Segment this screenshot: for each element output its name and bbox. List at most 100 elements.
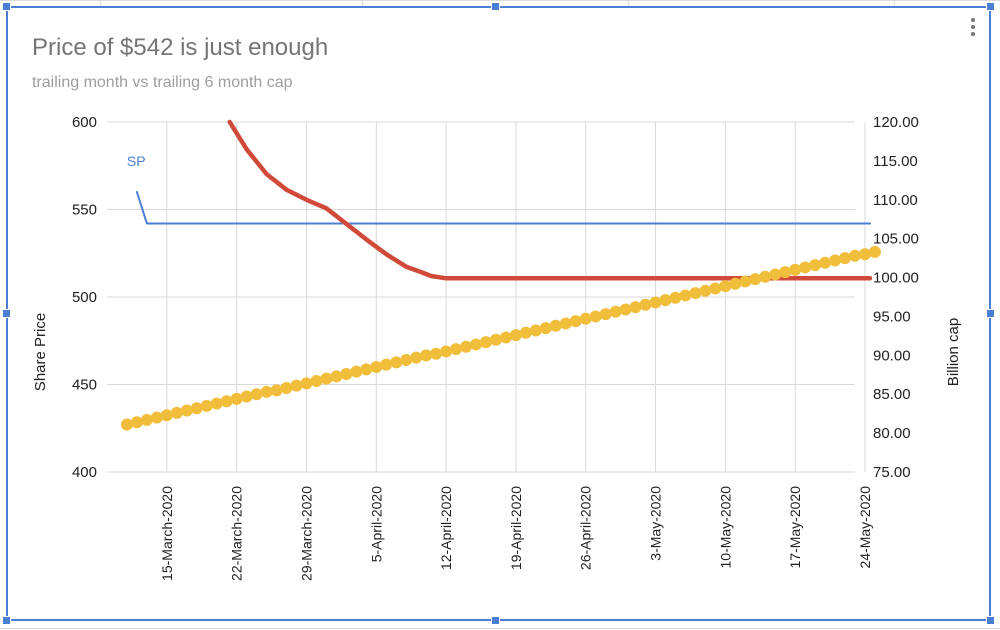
data-point — [509, 329, 522, 342]
data-point — [709, 282, 722, 295]
data-point — [370, 361, 383, 373]
data-point — [858, 248, 871, 261]
data-point — [749, 273, 762, 286]
series-line-trailing-6-month-cap — [227, 119, 873, 281]
resize-handle-top-center[interactable] — [491, 2, 500, 11]
y2-tick-label: 110.00 — [873, 192, 918, 209]
data-point — [839, 252, 852, 265]
resize-handle-middle-right[interactable] — [986, 309, 995, 318]
data-point — [809, 259, 822, 272]
data-point — [569, 315, 582, 328]
data-point — [559, 317, 572, 330]
data-point — [270, 384, 283, 397]
y2-tick-label: 105.00 — [873, 231, 919, 248]
data-point — [529, 324, 542, 337]
data-point — [330, 370, 343, 383]
data-point — [729, 277, 742, 290]
data-point — [868, 245, 881, 258]
resize-handle-bottom-center[interactable] — [491, 616, 500, 625]
x-tick-label: 22-March-2020 — [229, 486, 245, 581]
x-tick-label: 29-March-2020 — [298, 486, 314, 581]
resize-handle-bottom-right[interactable] — [986, 616, 995, 625]
data-point — [440, 345, 453, 358]
data-point — [769, 268, 782, 281]
data-point — [300, 377, 313, 390]
x-tick-label: 15-March-2020 — [159, 486, 175, 581]
x-tick-label: 10-May-2020 — [717, 486, 733, 569]
data-point — [290, 379, 303, 392]
data-point — [320, 372, 333, 385]
data-point — [120, 418, 133, 431]
data-point — [599, 308, 612, 321]
data-point — [180, 404, 193, 417]
data-point — [280, 382, 293, 394]
x-tick-label: 19-April-2020 — [508, 486, 524, 570]
series-label-sp: SP — [127, 153, 146, 169]
y-tick-label: 500 — [72, 289, 97, 306]
chart-title: Price of $542 is just enough — [32, 34, 329, 61]
data-point — [659, 294, 672, 307]
resize-handle-bottom-left[interactable] — [2, 616, 11, 625]
data-point — [240, 390, 253, 403]
chart-frame[interactable] — [6, 6, 991, 621]
data-point — [430, 347, 443, 360]
data-point — [689, 287, 702, 300]
data-point — [799, 261, 812, 274]
data-point — [380, 358, 393, 371]
data-point — [160, 409, 173, 422]
data-point — [489, 333, 502, 346]
gridlines — [107, 121, 866, 473]
data-point — [230, 392, 243, 405]
data-point — [400, 354, 413, 366]
data-point — [360, 363, 373, 376]
chart-subtitle: trailing month vs trailing 6 month cap — [32, 74, 293, 91]
data-point — [579, 312, 592, 325]
y2-axis-title: Billion cap — [945, 318, 962, 386]
y2-tick-label: 90.00 — [873, 347, 911, 364]
y-tick-label: 600 — [72, 114, 97, 131]
data-point — [479, 336, 492, 349]
data-point — [739, 275, 752, 288]
data-point — [609, 305, 622, 318]
data-point — [450, 343, 463, 356]
data-point — [669, 291, 682, 304]
y2-tick-label: 115.00 — [873, 153, 918, 170]
series-line-sp — [135, 191, 871, 225]
x-tick-label: 17-May-2020 — [787, 486, 803, 569]
chart-menu-icon[interactable] — [968, 18, 978, 40]
data-point — [699, 284, 712, 297]
y2-tick-label: 75.00 — [873, 464, 911, 481]
data-point — [190, 402, 203, 415]
resize-handle-top-right[interactable] — [986, 2, 995, 11]
data-point — [350, 365, 363, 378]
data-point — [819, 256, 832, 269]
data-point — [200, 399, 213, 412]
data-point — [390, 356, 403, 369]
data-point — [470, 338, 483, 351]
data-point — [549, 319, 562, 332]
data-point — [679, 289, 692, 302]
x-tick-label: 3-May-2020 — [648, 486, 664, 561]
x-tick-label: 24-May-2020 — [857, 486, 873, 569]
data-point — [779, 266, 792, 279]
data-point — [629, 301, 642, 314]
axes: 400 450 500 550 600 75.00 80.00 85.00 90.00 95.00… — [32, 114, 962, 581]
data-point — [340, 368, 353, 380]
data-point — [649, 296, 662, 309]
x-tick-label: 12-April-2020 — [438, 486, 454, 570]
data-point — [759, 270, 772, 283]
data-point — [519, 326, 532, 339]
data-point — [150, 411, 163, 424]
data-point — [589, 310, 602, 323]
data-point — [499, 331, 512, 344]
y-tick-label: 450 — [72, 377, 97, 394]
resize-handle-top-left[interactable] — [2, 2, 11, 11]
resize-handle-middle-left[interactable] — [2, 309, 11, 318]
y2-tick-label: 85.00 — [873, 386, 911, 403]
data-point — [250, 388, 263, 401]
data-point — [789, 263, 802, 276]
y-tick-label: 550 — [72, 202, 97, 219]
data-point — [220, 395, 233, 408]
